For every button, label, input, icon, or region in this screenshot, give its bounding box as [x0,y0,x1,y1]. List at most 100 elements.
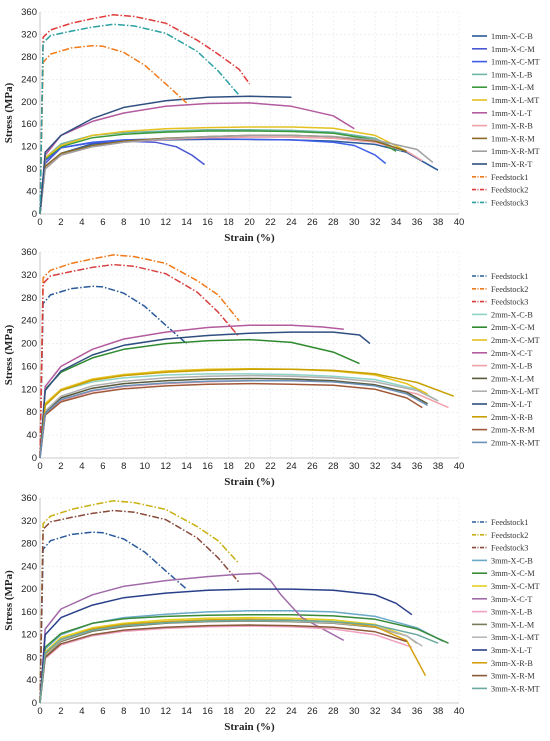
x-tick-label: 12 [160,217,171,228]
y-tick-label: 280 [21,293,37,304]
y-axis-title: Stress (MPa) [3,324,15,385]
x-tick-label: 0 [37,706,42,717]
x-tick-label: 16 [202,706,213,717]
legend-label: 2mm-X-L-MT [491,387,539,396]
y-tick-label: 80 [26,164,37,175]
legend-label: 3mm-X-R-B [491,659,533,668]
legend-label: 1mm-X-L-T [491,109,532,118]
y-tick-label: 360 [21,493,37,504]
x-tick-label: 26 [307,706,318,717]
legend: 1mm-X-C-B 1mm-X-C-M 1mm-X-C-MT 1mm-X-L-B 1mm… [472,32,540,207]
series-line-feedstock2 [39,14,251,215]
legend-label: 2mm-X-R-MT [491,438,540,447]
legend-label: Feedstock2 [491,285,528,294]
x-tick-label: 10 [139,217,150,228]
series-line-2mm-x-l-t [39,331,371,459]
series-line-1mm-x-c-b [39,138,439,215]
x-tick-label: 22 [265,461,276,472]
x-tick-label: 30 [349,461,360,472]
x-tick-label: 36 [412,461,423,472]
legend-label: Feedstock3 [491,298,528,307]
legend-label: Feedstock3 [491,198,528,207]
x-tick-label: 34 [391,217,402,228]
series-line-1mm-x-r-b [39,136,423,215]
x-tick-label: 32 [370,217,381,228]
x-tick-label: 38 [433,706,444,717]
legend-label: 1mm-X-C-MT [491,58,540,67]
legend-label: 1mm-X-R-MT [491,147,540,156]
legend-label: 2mm-X-L-B [491,362,533,371]
legend-label: 3mm-X-C-M [491,569,535,578]
x-tick-label: 2 [58,706,63,717]
y-axis-title: Stress (MPa) [3,570,15,631]
x-axis-title: Strain (%) [224,232,275,244]
y-tick-label: 40 [26,187,37,198]
legend-label: 1mm-X-C-B [491,32,533,41]
x-tick-label: 20 [244,461,255,472]
grid-lines [39,11,460,215]
x-tick-label: 0 [37,217,42,228]
legend-label: Feedstock1 [491,518,528,527]
y-tick-label: 240 [21,74,37,85]
legend-label: 3mm-X-R-MT [491,684,540,693]
series-line-feedstock1 [39,531,188,704]
series-line-1mm-x-l-mt [39,126,407,215]
x-tick-label: 18 [223,461,234,472]
x-tick-label: 36 [412,217,423,228]
chart-panel-2: 0 2 4 6 8 10 12 14 16 18 20 22 24 26 28 30 32 34 36 38 40040… [3,247,540,488]
y-tick-label: 160 [21,361,37,372]
legend-label: Feedstock3 [491,544,528,553]
series-line-3mm-x-c-b [39,610,444,704]
y-tick-label: 0 [32,698,37,709]
x-tick-label: 6 [100,706,105,717]
series-line-3mm-x-c-t [39,572,345,704]
x-tick-label: 32 [370,461,381,472]
y-tick-label: 200 [21,584,37,595]
x-tick-label: 32 [370,706,381,717]
x-tick-label: 4 [79,461,84,472]
series-line-1mm-x-c-mt [39,138,387,215]
series-lines [39,14,439,215]
series-line-2mm-x-r-m [39,382,423,459]
y-tick-label: 280 [21,52,37,63]
x-tick-label: 24 [286,706,297,717]
x-tick-label: 26 [307,461,318,472]
series-line-feedstock3 [39,23,240,215]
y-tick-label: 120 [21,630,37,641]
y-tick-label: 0 [32,209,37,220]
legend-label: 3mm-X-L-T [491,646,532,655]
grid-lines [39,497,460,704]
series-line-3mm-x-r-m [39,624,407,704]
y-tick-label: 200 [21,339,37,350]
series-line-1mm-x-r-mt [39,134,434,215]
series-lines [39,500,449,704]
series-line-2mm-x-c-mt [39,367,428,459]
legend-label: 1mm-X-C-M [491,45,535,54]
series-line-1mm-x-l-m [39,130,397,215]
x-tick-label: 40 [454,706,465,717]
y-axis-title: Stress (MPa) [3,82,15,143]
x-tick-label: 24 [286,217,297,228]
y-tick-label: 320 [21,516,37,527]
legend-label: 2mm-X-C-MT [491,336,540,345]
series-line-3mm-x-r-b [39,618,427,704]
legend-label: 1mm-X-R-M [491,134,535,143]
x-tick-label: 0 [37,461,42,472]
x-tick-label: 14 [181,217,192,228]
y-tick-label: 320 [21,270,37,281]
x-axis-title: Strain (%) [224,476,275,488]
legend-label: 2mm-X-C-B [491,310,533,319]
series-line-1mm-x-r-t [39,95,292,215]
legend-label: 3mm-X-L-M [491,620,535,629]
x-tick-label: 16 [202,461,213,472]
y-tick-label: 160 [21,607,37,618]
legend-label: 3mm-X-R-M [491,672,535,681]
x-tick-label: 20 [244,217,255,228]
series-line-feedstock1 [39,285,188,459]
legend-label: 3mm-X-C-B [491,556,533,565]
series-line-feedstock1 [39,44,188,215]
legend-label: 3mm-X-L-MT [491,633,539,642]
legend-label: 2mm-X-C-T [491,349,532,358]
series-line-3mm-x-l-b [39,625,413,704]
